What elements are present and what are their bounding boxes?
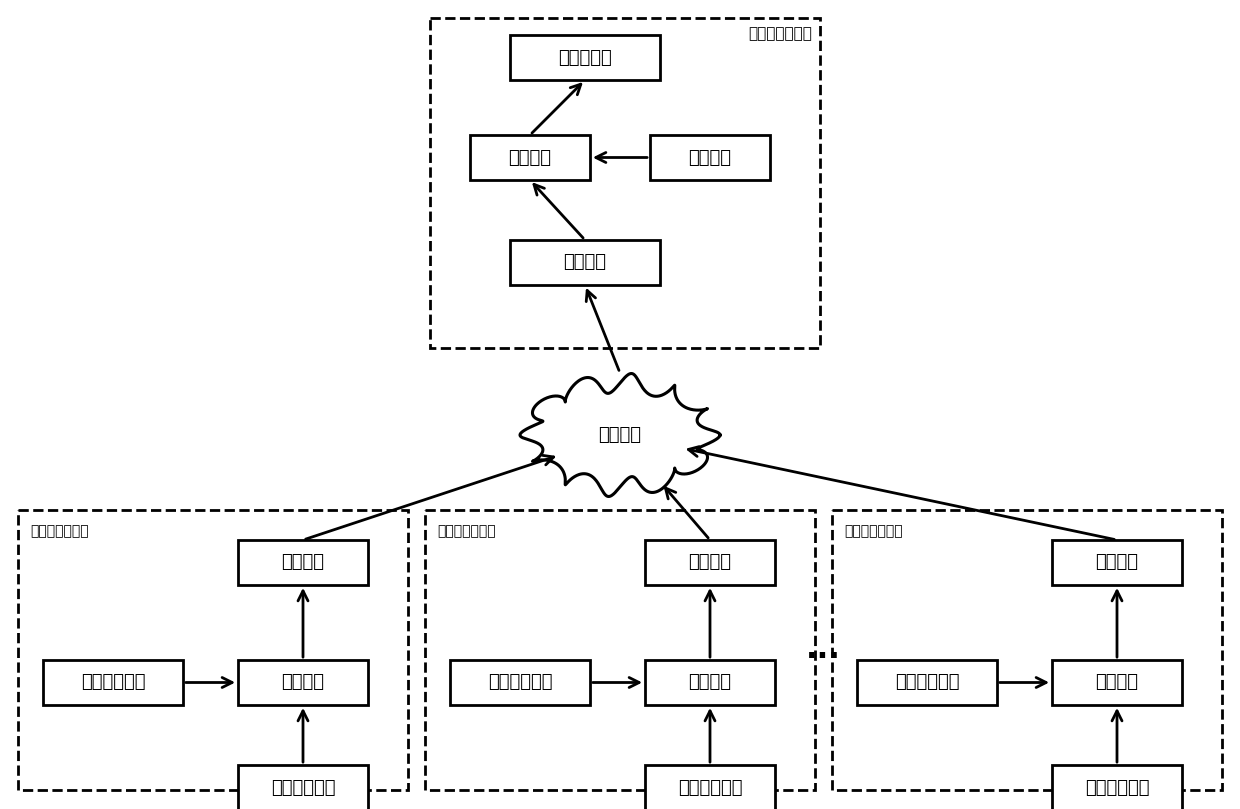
Text: 温度测量模块: 温度测量模块 [678, 778, 743, 797]
Polygon shape [520, 374, 720, 497]
Text: 控制模块: 控制模块 [281, 674, 325, 692]
Bar [650, 135, 770, 180]
Text: 标签模块: 标签模块 [688, 149, 732, 167]
Text: 电压测量模块: 电压测量模块 [81, 674, 145, 692]
Text: 通信模块: 通信模块 [281, 553, 325, 571]
Text: 后端监测子系统: 后端监测子系统 [748, 26, 812, 41]
Text: 接收模块: 接收模块 [563, 253, 606, 272]
Text: 通信模块: 通信模块 [688, 553, 732, 571]
Bar [1052, 660, 1182, 705]
Text: 数据库模块: 数据库模块 [558, 49, 611, 66]
Bar [238, 660, 368, 705]
Bar [19, 510, 408, 790]
Text: 控制模块: 控制模块 [688, 674, 732, 692]
Bar [645, 765, 775, 809]
Text: 无线网络: 无线网络 [599, 426, 641, 444]
Text: 控制模块: 控制模块 [1095, 674, 1138, 692]
Bar [43, 660, 184, 705]
Bar [470, 135, 590, 180]
Bar [645, 540, 775, 585]
Bar [832, 510, 1221, 790]
Text: ...: ... [806, 636, 841, 664]
Text: 电压测量模块: 电压测量模块 [895, 674, 960, 692]
Text: 温度测量模块: 温度测量模块 [270, 778, 335, 797]
Text: 电压测量模块: 电压测量模块 [487, 674, 552, 692]
Bar [1052, 765, 1182, 809]
Bar [430, 18, 820, 348]
Text: 通信模块: 通信模块 [1095, 553, 1138, 571]
Text: 处理模块: 处理模块 [508, 149, 552, 167]
Bar [645, 660, 775, 705]
Bar [510, 240, 660, 285]
Text: 前端检测子系统: 前端检测子系统 [844, 524, 903, 538]
Bar [857, 660, 997, 705]
Bar [238, 765, 368, 809]
Bar [1052, 540, 1182, 585]
Bar [425, 510, 815, 790]
Bar [238, 540, 368, 585]
Text: 前端检测子系统: 前端检测子系统 [30, 524, 88, 538]
Bar [450, 660, 590, 705]
Text: 前端检测子系统: 前端检测子系统 [436, 524, 496, 538]
Bar [510, 35, 660, 80]
Text: 温度测量模块: 温度测量模块 [1085, 778, 1149, 797]
